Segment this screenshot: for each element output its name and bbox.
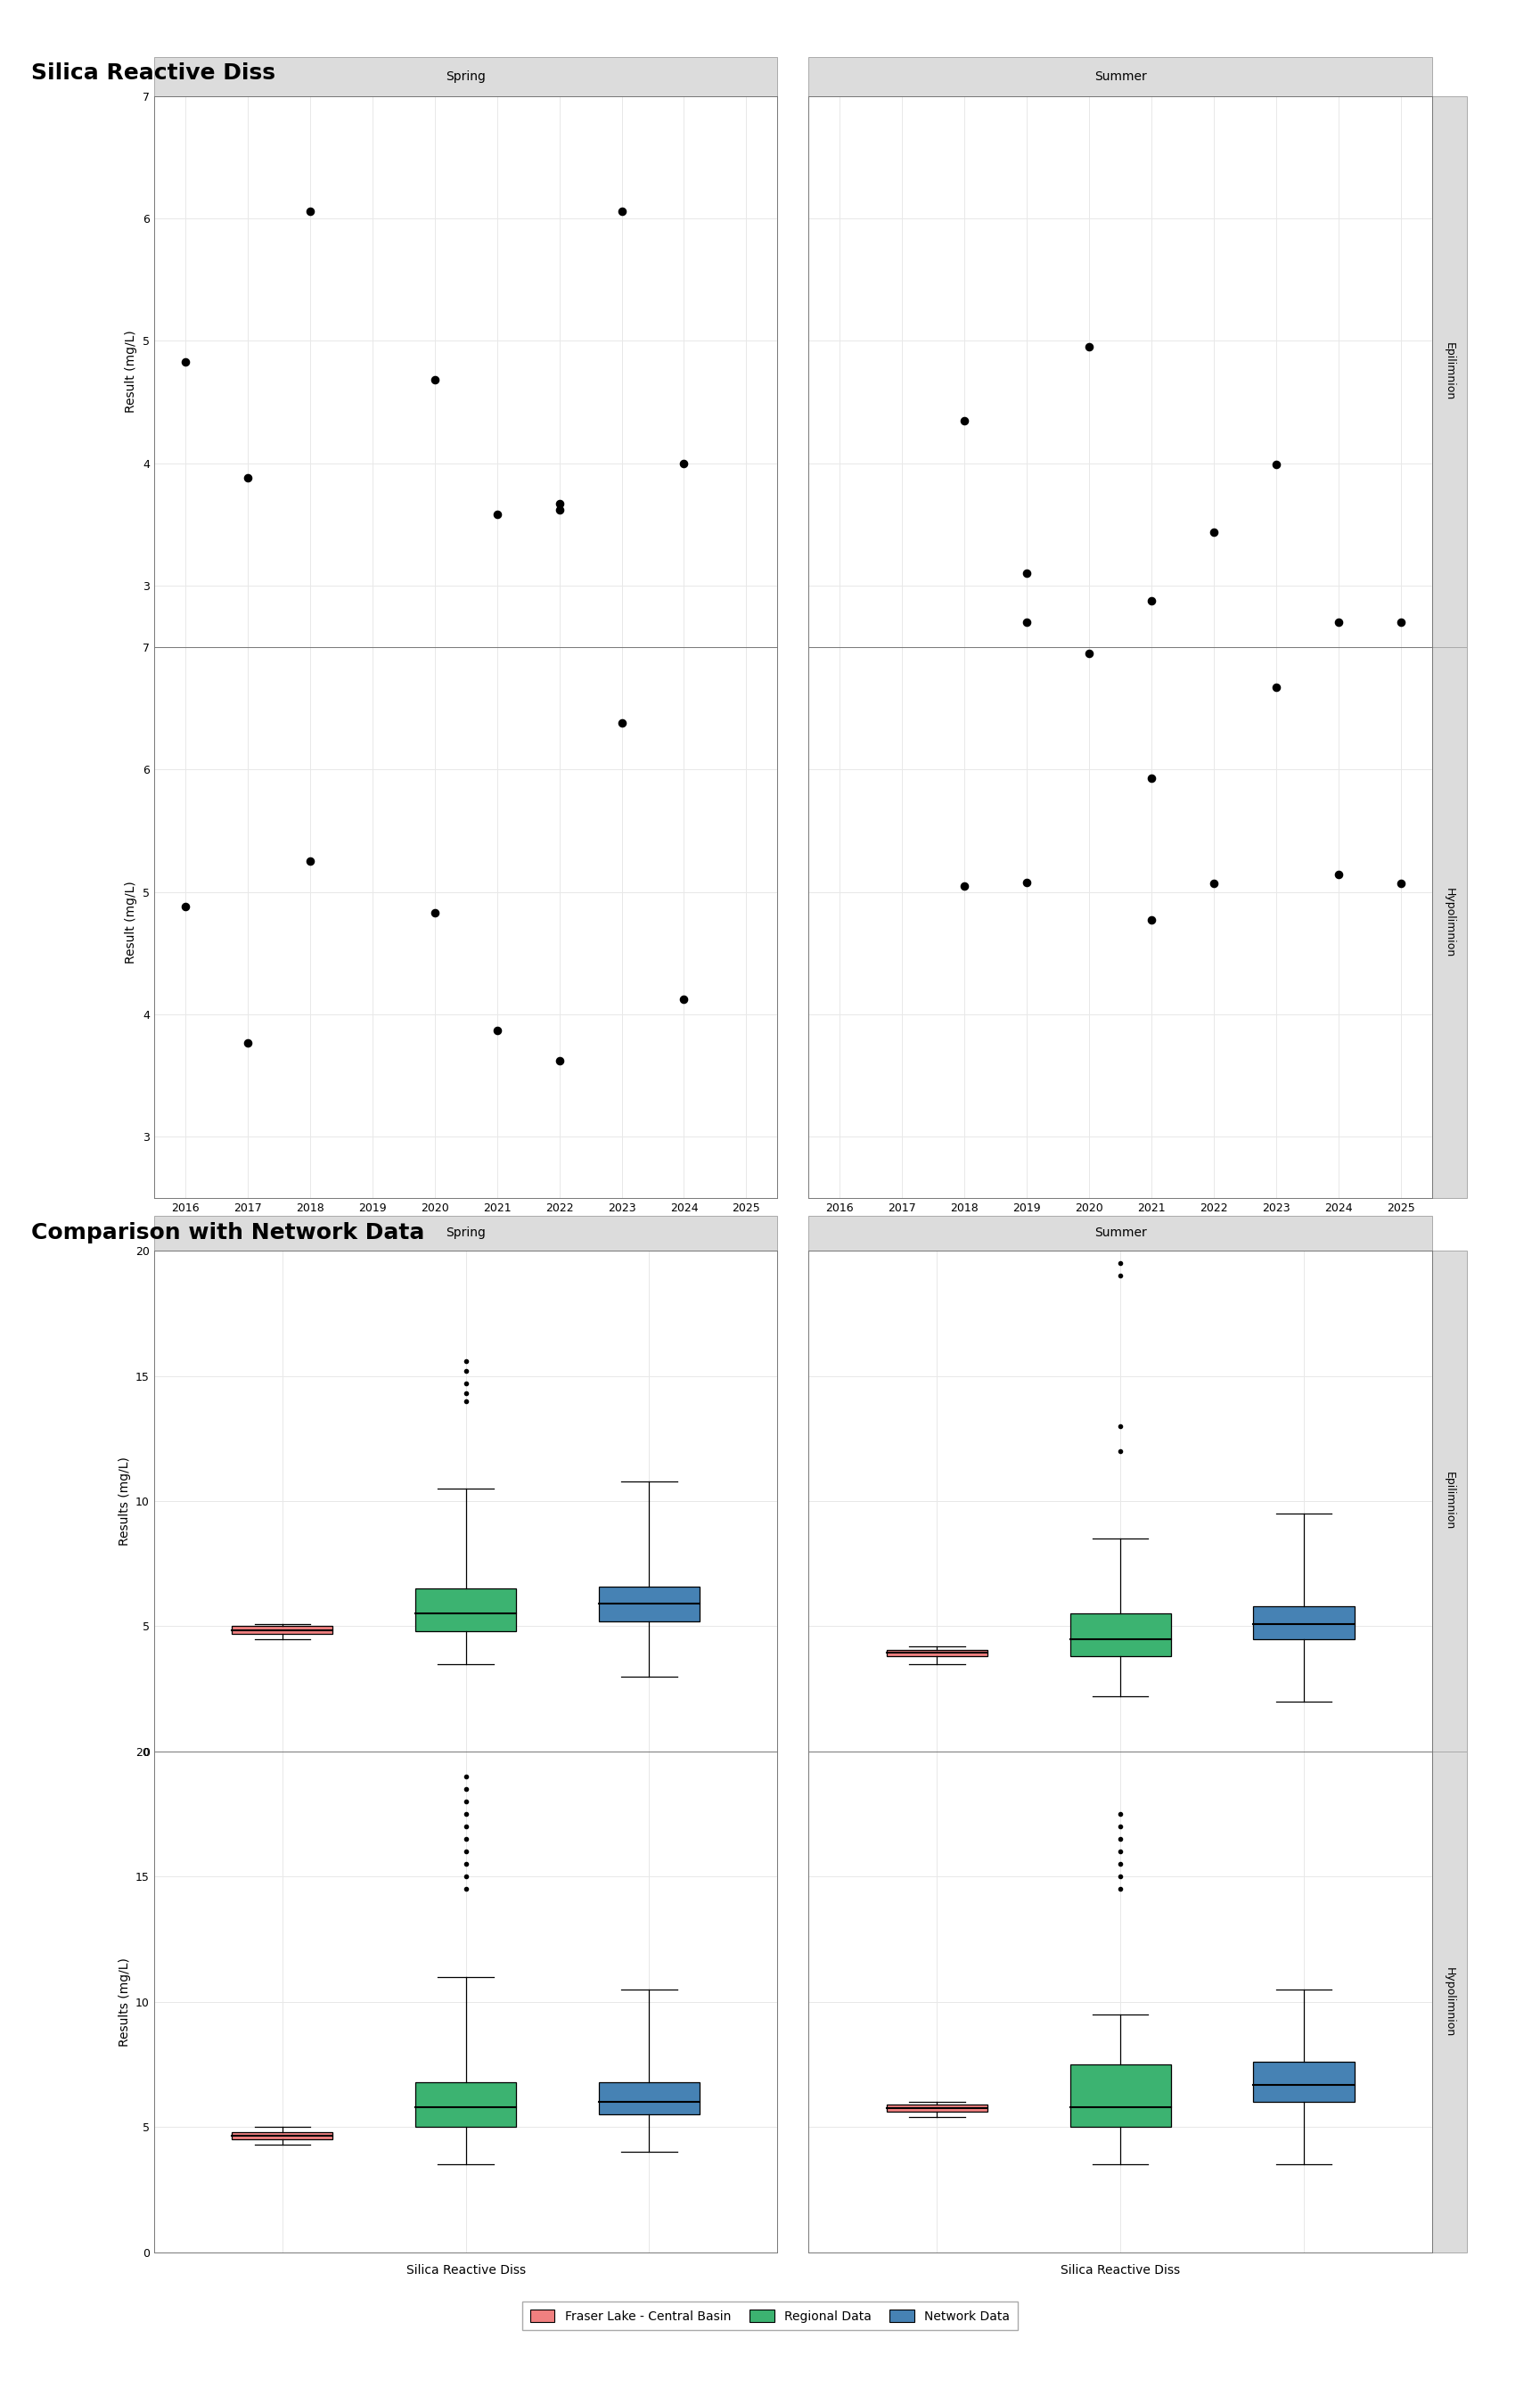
- Text: Hypolimnion: Hypolimnion: [1445, 887, 1455, 958]
- Bar: [416, 2082, 516, 2128]
- Point: [1389, 865, 1414, 903]
- Bar: [1254, 2063, 1354, 2101]
- Point: [172, 343, 197, 381]
- Point: [422, 894, 447, 932]
- Point: [1076, 328, 1101, 367]
- Bar: [416, 1589, 516, 1632]
- Text: Epilimnion: Epilimnion: [1445, 343, 1455, 400]
- Point: [297, 192, 322, 230]
- Text: Spring: Spring: [445, 69, 485, 84]
- Point: [1389, 604, 1414, 642]
- Point: [952, 867, 976, 906]
- Point: [1015, 863, 1040, 901]
- Text: Summer: Summer: [1095, 69, 1147, 84]
- Bar: [233, 2132, 333, 2140]
- Bar: [887, 1651, 987, 1656]
- Y-axis label: Result (mg/L): Result (mg/L): [125, 882, 137, 963]
- Point: [1326, 604, 1351, 642]
- X-axis label: Silica Reactive Diss: Silica Reactive Diss: [407, 2264, 525, 2276]
- Bar: [1432, 1751, 1468, 2252]
- Point: [671, 443, 696, 482]
- Bar: [599, 2082, 699, 2116]
- Bar: [887, 2104, 987, 2111]
- Point: [1201, 513, 1226, 551]
- Point: [1326, 855, 1351, 894]
- Point: [1264, 668, 1289, 707]
- Point: [1201, 865, 1226, 903]
- Bar: [1070, 2065, 1170, 2128]
- Bar: [233, 1627, 333, 1634]
- Point: [547, 1042, 571, 1081]
- Point: [671, 980, 696, 1018]
- Point: [1264, 446, 1289, 484]
- Bar: [808, 1215, 1432, 1251]
- Point: [1140, 582, 1164, 621]
- X-axis label: Silica Reactive Diss: Silica Reactive Diss: [1061, 2264, 1180, 2276]
- Point: [172, 887, 197, 925]
- Point: [236, 458, 260, 496]
- Text: Epilimnion: Epilimnion: [1445, 1471, 1455, 1531]
- Point: [485, 496, 510, 534]
- Bar: [808, 58, 1432, 96]
- Text: Spring: Spring: [445, 1227, 485, 1239]
- Point: [952, 400, 976, 438]
- Point: [297, 841, 322, 879]
- Y-axis label: Results (mg/L): Results (mg/L): [119, 1958, 131, 2046]
- Point: [547, 491, 571, 530]
- Point: [1015, 604, 1040, 642]
- Legend: Fraser Lake - Central Basin, Regional Data, Network Data: Fraser Lake - Central Basin, Regional Da…: [522, 2303, 1018, 2329]
- Text: Summer: Summer: [1095, 1227, 1147, 1239]
- Point: [485, 1011, 510, 1049]
- Point: [1015, 553, 1040, 592]
- Bar: [1432, 1251, 1468, 1751]
- Bar: [599, 1586, 699, 1622]
- Point: [1076, 635, 1101, 673]
- Point: [236, 1023, 260, 1061]
- Point: [610, 704, 634, 743]
- Bar: [154, 1215, 778, 1251]
- Text: Silica Reactive Diss: Silica Reactive Diss: [31, 62, 276, 84]
- Point: [610, 192, 634, 230]
- Bar: [1070, 1615, 1170, 1656]
- Y-axis label: Result (mg/L): Result (mg/L): [125, 331, 137, 412]
- Bar: [1432, 647, 1468, 1198]
- Point: [547, 484, 571, 522]
- Bar: [1254, 1605, 1354, 1639]
- Text: Hypolimnion: Hypolimnion: [1445, 1967, 1455, 2037]
- Text: Comparison with Network Data: Comparison with Network Data: [31, 1222, 424, 1244]
- Y-axis label: Results (mg/L): Results (mg/L): [119, 1457, 131, 1545]
- Point: [1140, 901, 1164, 939]
- Bar: [154, 58, 778, 96]
- Point: [1140, 760, 1164, 798]
- Bar: [1432, 96, 1468, 647]
- Point: [422, 362, 447, 400]
